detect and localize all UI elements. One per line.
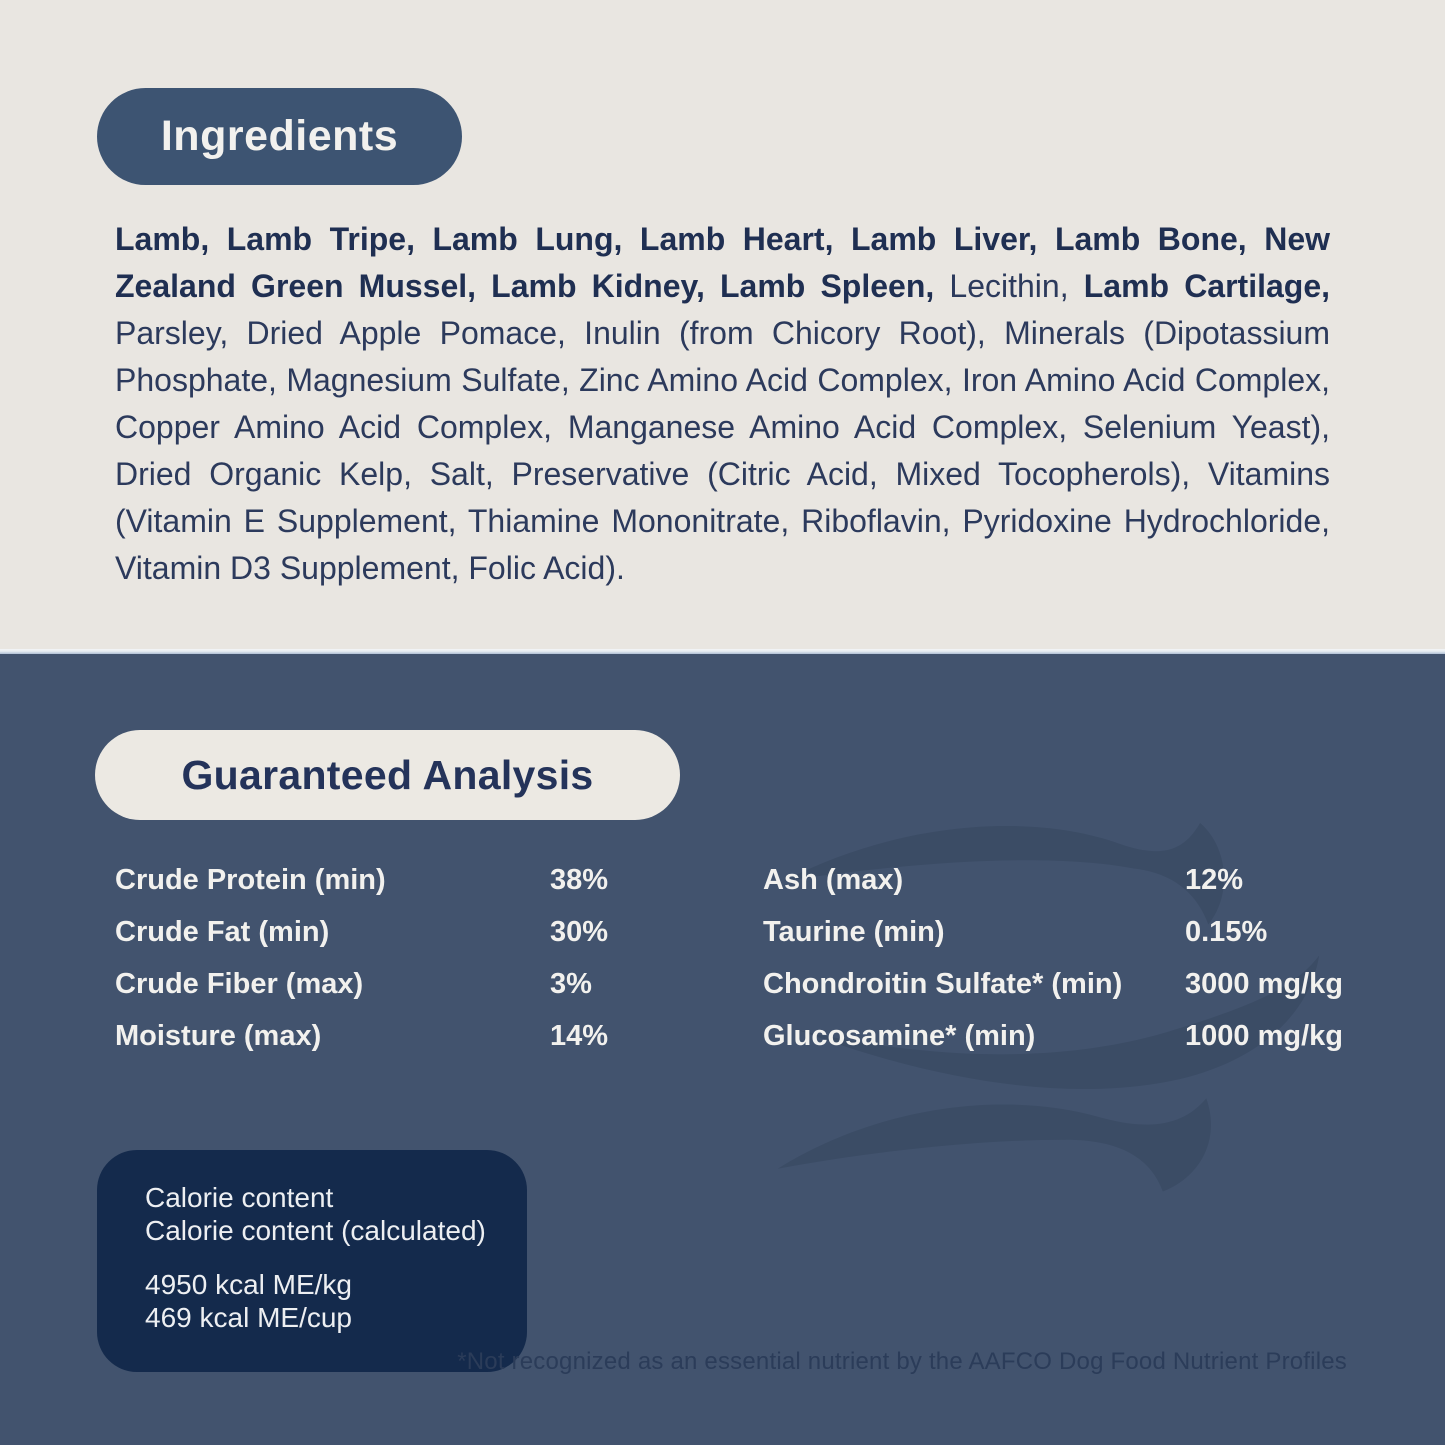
analysis-label: Glucosamine* (min) (763, 1020, 1036, 1052)
ingredient-segment: Lecithin, (934, 268, 1084, 304)
calorie-value-line: 469 kcal ME/cup (145, 1302, 352, 1333)
ingredient-segment: Parsley, Dried Apple Pomace, Inulin (fro… (115, 315, 1330, 586)
analysis-label: Chondroitin Sulfate* (min) (763, 968, 1123, 1000)
analysis-value: 14% (550, 1020, 609, 1052)
analysis-label: Taurine (min) (763, 916, 945, 948)
calorie-values: 4950 kcal ME/kg 469 kcal ME/cup (145, 1268, 503, 1334)
calorie-value-line: 4950 kcal ME/kg (145, 1269, 352, 1300)
calorie-title-line: Calorie content (145, 1182, 334, 1213)
guaranteed-analysis-badge: Guaranteed Analysis (95, 730, 680, 820)
analysis-value: 1000 mg/kg (1185, 1020, 1343, 1052)
ingredients-paragraph: Lamb, Lamb Tripe, Lamb Lung, Lamb Heart,… (115, 216, 1330, 592)
analysis-value: 30% (550, 916, 609, 948)
analysis-label: Moisture (max) (115, 1020, 322, 1052)
ingredients-title: Ingredients (160, 112, 399, 160)
analysis-value: 12% (1185, 864, 1244, 896)
guaranteed-analysis-table: Crude Protein (min) 38% Ash (max) 12% Cr… (115, 866, 1385, 1051)
ingredient-segment: Lamb, Lamb Tripe, Lamb Lung, Lamb Heart,… (115, 221, 1330, 304)
calorie-titles: Calorie content Calorie content (calcula… (145, 1181, 503, 1247)
guaranteed-analysis-title: Guaranteed Analysis (181, 751, 594, 798)
ingredients-section: Ingredients Lamb, Lamb Tripe, Lamb Lung,… (0, 0, 1445, 649)
analysis-value: 0.15% (1185, 916, 1268, 948)
analysis-value: 38% (550, 864, 609, 896)
analysis-label: Crude Fat (min) (115, 916, 330, 948)
analysis-value: 3% (550, 968, 592, 1000)
aafco-footnote: *Not recognized as an essential nutrient… (457, 1348, 1347, 1375)
ingredients-badge: Ingredients (97, 88, 462, 185)
section-divider (0, 649, 1445, 654)
analysis-label: Crude Protein (min) (115, 864, 386, 896)
analysis-label: Ash (max) (763, 864, 904, 896)
analysis-label: Crude Fiber (max) (115, 968, 364, 1000)
calorie-content-card: Calorie content Calorie content (calcula… (97, 1150, 527, 1372)
ingredient-segment: Lamb Cartilage, (1083, 268, 1331, 304)
wave-swoosh-watermark-icon (777, 823, 1320, 1192)
calorie-title-line: Calorie content (calculated) (145, 1215, 486, 1246)
analysis-value: 3000 mg/kg (1185, 968, 1343, 1000)
